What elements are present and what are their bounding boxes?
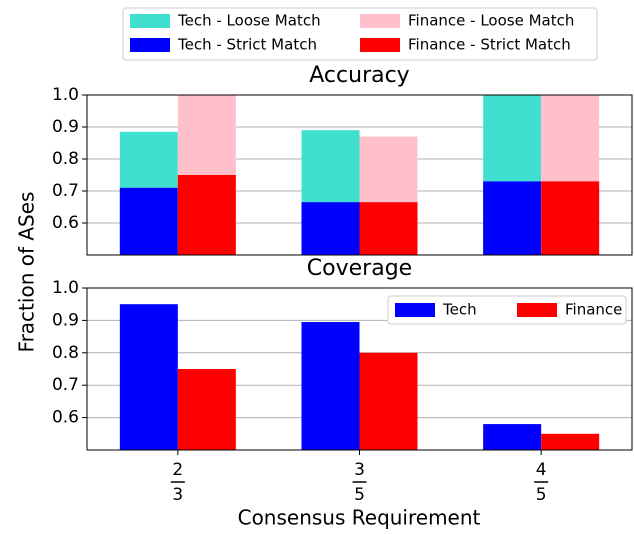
y-tick-label: 0.8 bbox=[52, 343, 79, 363]
x-tick-numerator: 3 bbox=[354, 460, 365, 480]
bar bbox=[359, 202, 418, 255]
bar bbox=[359, 352, 418, 450]
bar bbox=[483, 181, 542, 255]
x-tick-denominator: 5 bbox=[536, 485, 547, 505]
x-tick-numerator: 4 bbox=[536, 460, 547, 480]
bar bbox=[177, 175, 236, 255]
bar bbox=[541, 433, 600, 450]
legend-swatch bbox=[517, 303, 557, 317]
legend-label: Finance - Strict Match bbox=[408, 36, 571, 54]
bar bbox=[177, 369, 236, 450]
legend-swatch bbox=[360, 38, 400, 52]
plot-frame bbox=[86, 94, 633, 256]
legend-swatch bbox=[130, 14, 170, 28]
y-tick-label: 0.7 bbox=[52, 375, 79, 395]
legend-swatch bbox=[360, 14, 400, 28]
legend-label: Finance - Loose Match bbox=[408, 12, 574, 30]
bar bbox=[301, 322, 360, 450]
y-tick-label: 0.9 bbox=[52, 310, 79, 330]
legend-label: Tech bbox=[442, 301, 477, 319]
y-tick-label: 0.9 bbox=[52, 117, 79, 137]
y-tick-label: 0.8 bbox=[52, 149, 79, 169]
y-tick-label: 1.0 bbox=[52, 85, 79, 105]
bar bbox=[119, 187, 178, 255]
x-tick-numerator: 2 bbox=[172, 460, 183, 480]
legend-swatch bbox=[130, 38, 170, 52]
bar bbox=[541, 181, 600, 255]
x-tick-denominator: 3 bbox=[172, 485, 183, 505]
x-axis-label: Consensus Requirement bbox=[238, 506, 481, 530]
y-axis-label: Fraction of ASes bbox=[15, 192, 39, 353]
y-tick-label: 0.6 bbox=[52, 408, 79, 428]
legend-label: Tech - Strict Match bbox=[177, 36, 317, 54]
legend-box bbox=[122, 7, 598, 61]
y-tick-label: 0.6 bbox=[52, 213, 79, 233]
bar bbox=[483, 424, 542, 450]
legend-box bbox=[387, 295, 627, 325]
bar bbox=[301, 202, 360, 255]
y-tick-label: 1.0 bbox=[52, 278, 79, 298]
legend-swatch bbox=[395, 303, 435, 317]
chart-title: Coverage bbox=[307, 256, 412, 281]
bar bbox=[119, 304, 178, 450]
x-tick-denominator: 5 bbox=[354, 485, 365, 505]
y-tick-label: 0.7 bbox=[52, 181, 79, 201]
legend-label: Finance bbox=[565, 301, 622, 319]
chart-title: Accuracy bbox=[309, 63, 409, 88]
legend-label: Tech - Loose Match bbox=[177, 12, 321, 30]
